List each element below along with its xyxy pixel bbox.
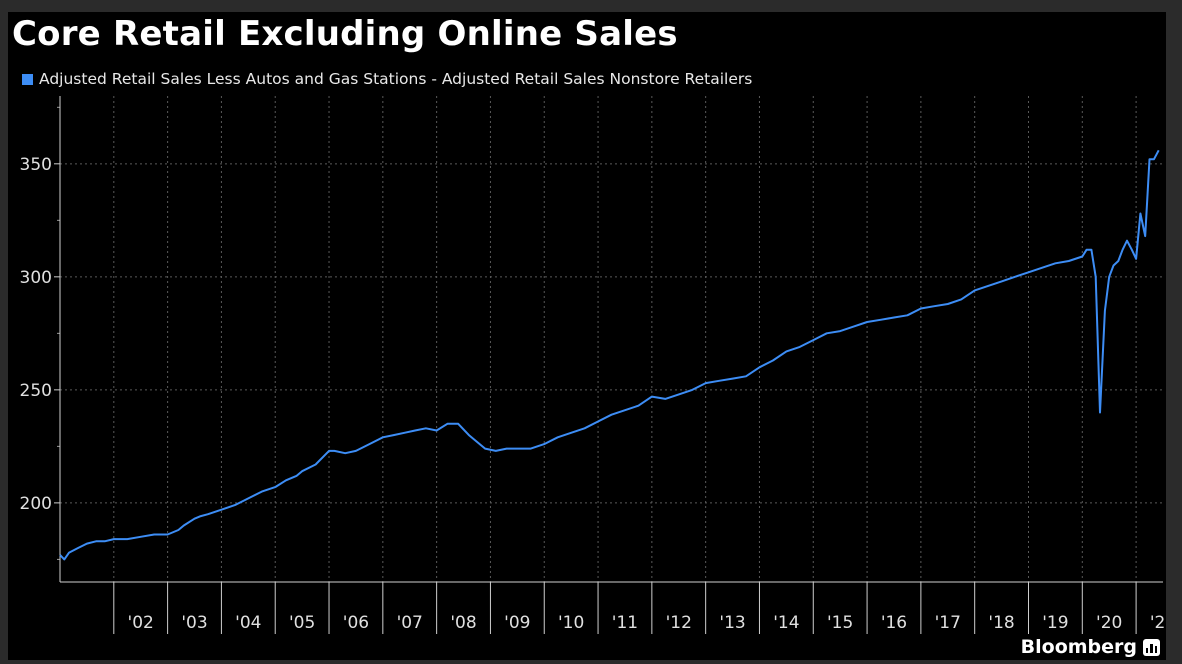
y-tick-label: 200 [20,494,52,514]
legend-label: Adjusted Retail Sales Less Autos and Gas… [39,70,753,88]
x-tick-label: '05 [289,613,315,633]
series-layer [59,149,1160,561]
x-tick-label: '13 [719,613,745,633]
x-tick-label: '16 [881,613,907,633]
x-tick-label: '07 [397,613,423,633]
x-tick-label: '18 [988,613,1014,633]
frame-border-right [1166,0,1182,664]
legend: Adjusted Retail Sales Less Autos and Gas… [22,70,752,88]
bloomberg-logo: Bloomberg [1021,636,1160,658]
x-tick-label: '10 [558,613,584,633]
series-line [59,149,1160,561]
y-tick-label: 300 [20,268,52,288]
tick-label-layer: 200 250 300 350 '02 '03 '04 '05 '06 '07 '08 '09 '10 '… [20,155,1177,633]
x-tick-label: '20 [1096,613,1122,633]
x-tick-label: '02 [128,613,154,633]
x-tick-label: '09 [504,613,530,633]
x-tick-label: '19 [1042,613,1068,633]
x-tick-label: '06 [343,613,369,633]
y-tick-label: 350 [20,155,52,175]
chart-title: Core Retail Excluding Online Sales [12,14,678,54]
x-tick-label: '17 [935,613,961,633]
x-tick-label: '08 [450,613,476,633]
x-tick-label: '12 [666,613,692,633]
brand-name: Bloomberg [1020,636,1137,658]
x-tick-label: '11 [612,613,638,633]
x-tick-label: '03 [181,613,207,633]
grid-layer [60,96,1163,582]
bar-chart-icon [1143,638,1160,656]
x-tick-label: '15 [827,613,853,633]
frame-border-left [0,0,8,664]
legend-swatch [22,73,33,85]
axes-layer [54,96,1163,634]
x-tick-label: '04 [235,613,261,633]
frame-border-top [0,0,1182,12]
y-tick-label: 250 [20,381,52,401]
x-tick-label: '14 [773,613,799,633]
frame-border-bottom [0,660,1182,664]
